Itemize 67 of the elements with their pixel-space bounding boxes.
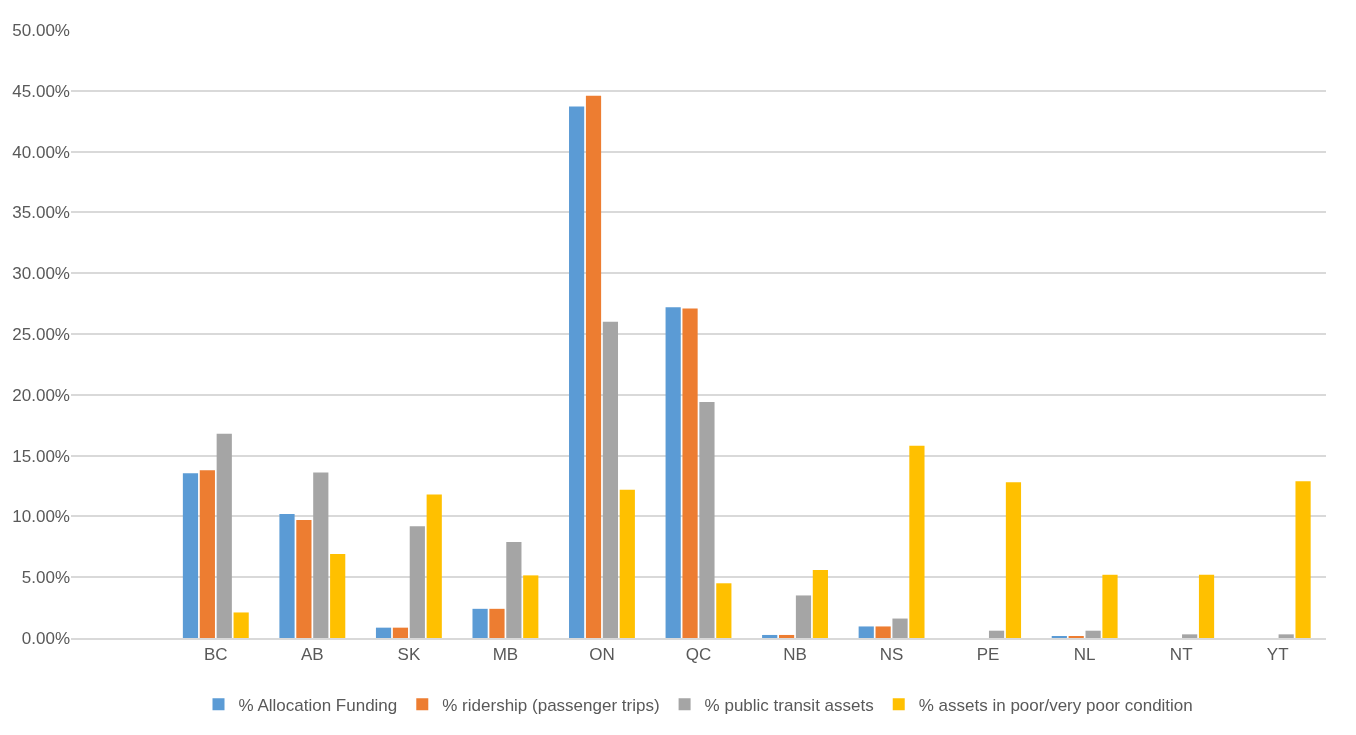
- bar: [233, 612, 249, 638]
- bar: [602, 321, 619, 638]
- bar: [858, 626, 874, 638]
- bar: [682, 308, 698, 638]
- y-tick-label: 0.00%: [21, 628, 70, 648]
- y-tick-label: 25.00%: [12, 324, 70, 344]
- x-tick-label: AB: [301, 645, 324, 665]
- bar: [313, 472, 329, 638]
- bar: [569, 106, 585, 638]
- bar: [1182, 634, 1198, 638]
- bar: [585, 95, 602, 638]
- bar: [472, 608, 488, 638]
- bar: [279, 513, 295, 638]
- legend-label: % public transit assets: [704, 695, 874, 715]
- x-tick-label: MB: [492, 645, 519, 665]
- bar: [1198, 574, 1215, 638]
- y-tick-label: 15.00%: [12, 446, 70, 466]
- x-tick-label: NL: [1073, 645, 1096, 665]
- legend-label: % ridership (passenger trips): [442, 695, 660, 715]
- x-tick-label: QC: [685, 645, 712, 665]
- y-tick-label: 35.00%: [12, 203, 70, 223]
- x-tick-label: SK: [397, 645, 421, 665]
- bar: [812, 569, 828, 638]
- bar: [795, 595, 812, 638]
- bar: [699, 402, 715, 638]
- bar: [778, 634, 795, 638]
- y-tick-label: 45.00%: [12, 81, 70, 101]
- bar: [182, 473, 199, 638]
- bar: [619, 489, 635, 638]
- bar: [375, 627, 392, 638]
- bar: [1005, 482, 1022, 638]
- legend-label: % Allocation Funding: [238, 695, 398, 715]
- bar: [330, 554, 346, 638]
- x-tick-label: PE: [976, 645, 1000, 665]
- y-tick-label: 30.00%: [12, 264, 70, 284]
- bar: [1278, 634, 1294, 638]
- x-tick-label: NB: [783, 645, 807, 665]
- bar: [506, 541, 522, 638]
- y-tick-label: 20.00%: [12, 385, 70, 405]
- bar: [875, 626, 891, 638]
- y-tick-label: 40.00%: [12, 142, 70, 162]
- bar: [489, 608, 505, 638]
- x-tick-label: YT: [1266, 645, 1289, 665]
- x-tick-label: NT: [1169, 645, 1193, 665]
- bar: [665, 307, 681, 638]
- bar: [1295, 481, 1311, 638]
- bar: [1102, 574, 1118, 638]
- bar: [392, 627, 409, 638]
- bar: [523, 575, 539, 638]
- bar: [296, 520, 312, 638]
- x-tick-label: BC: [204, 645, 228, 665]
- bar: [199, 470, 215, 638]
- bar: [426, 494, 442, 638]
- bar: [1085, 630, 1101, 638]
- x-tick-label: ON: [589, 645, 615, 665]
- bar: [909, 445, 925, 638]
- bar: [409, 526, 425, 638]
- bar: [988, 630, 1005, 638]
- bar: [762, 634, 778, 638]
- legend-label: % assets in poor/very poor condition: [918, 695, 1193, 715]
- bar: [892, 618, 908, 638]
- y-tick-label: 10.00%: [12, 507, 70, 527]
- y-tick-label: 5.00%: [21, 568, 70, 588]
- x-tick-label: NS: [879, 645, 904, 665]
- bar: [216, 433, 232, 638]
- y-tick-label: 50.00%: [12, 20, 70, 40]
- bar: [716, 583, 732, 638]
